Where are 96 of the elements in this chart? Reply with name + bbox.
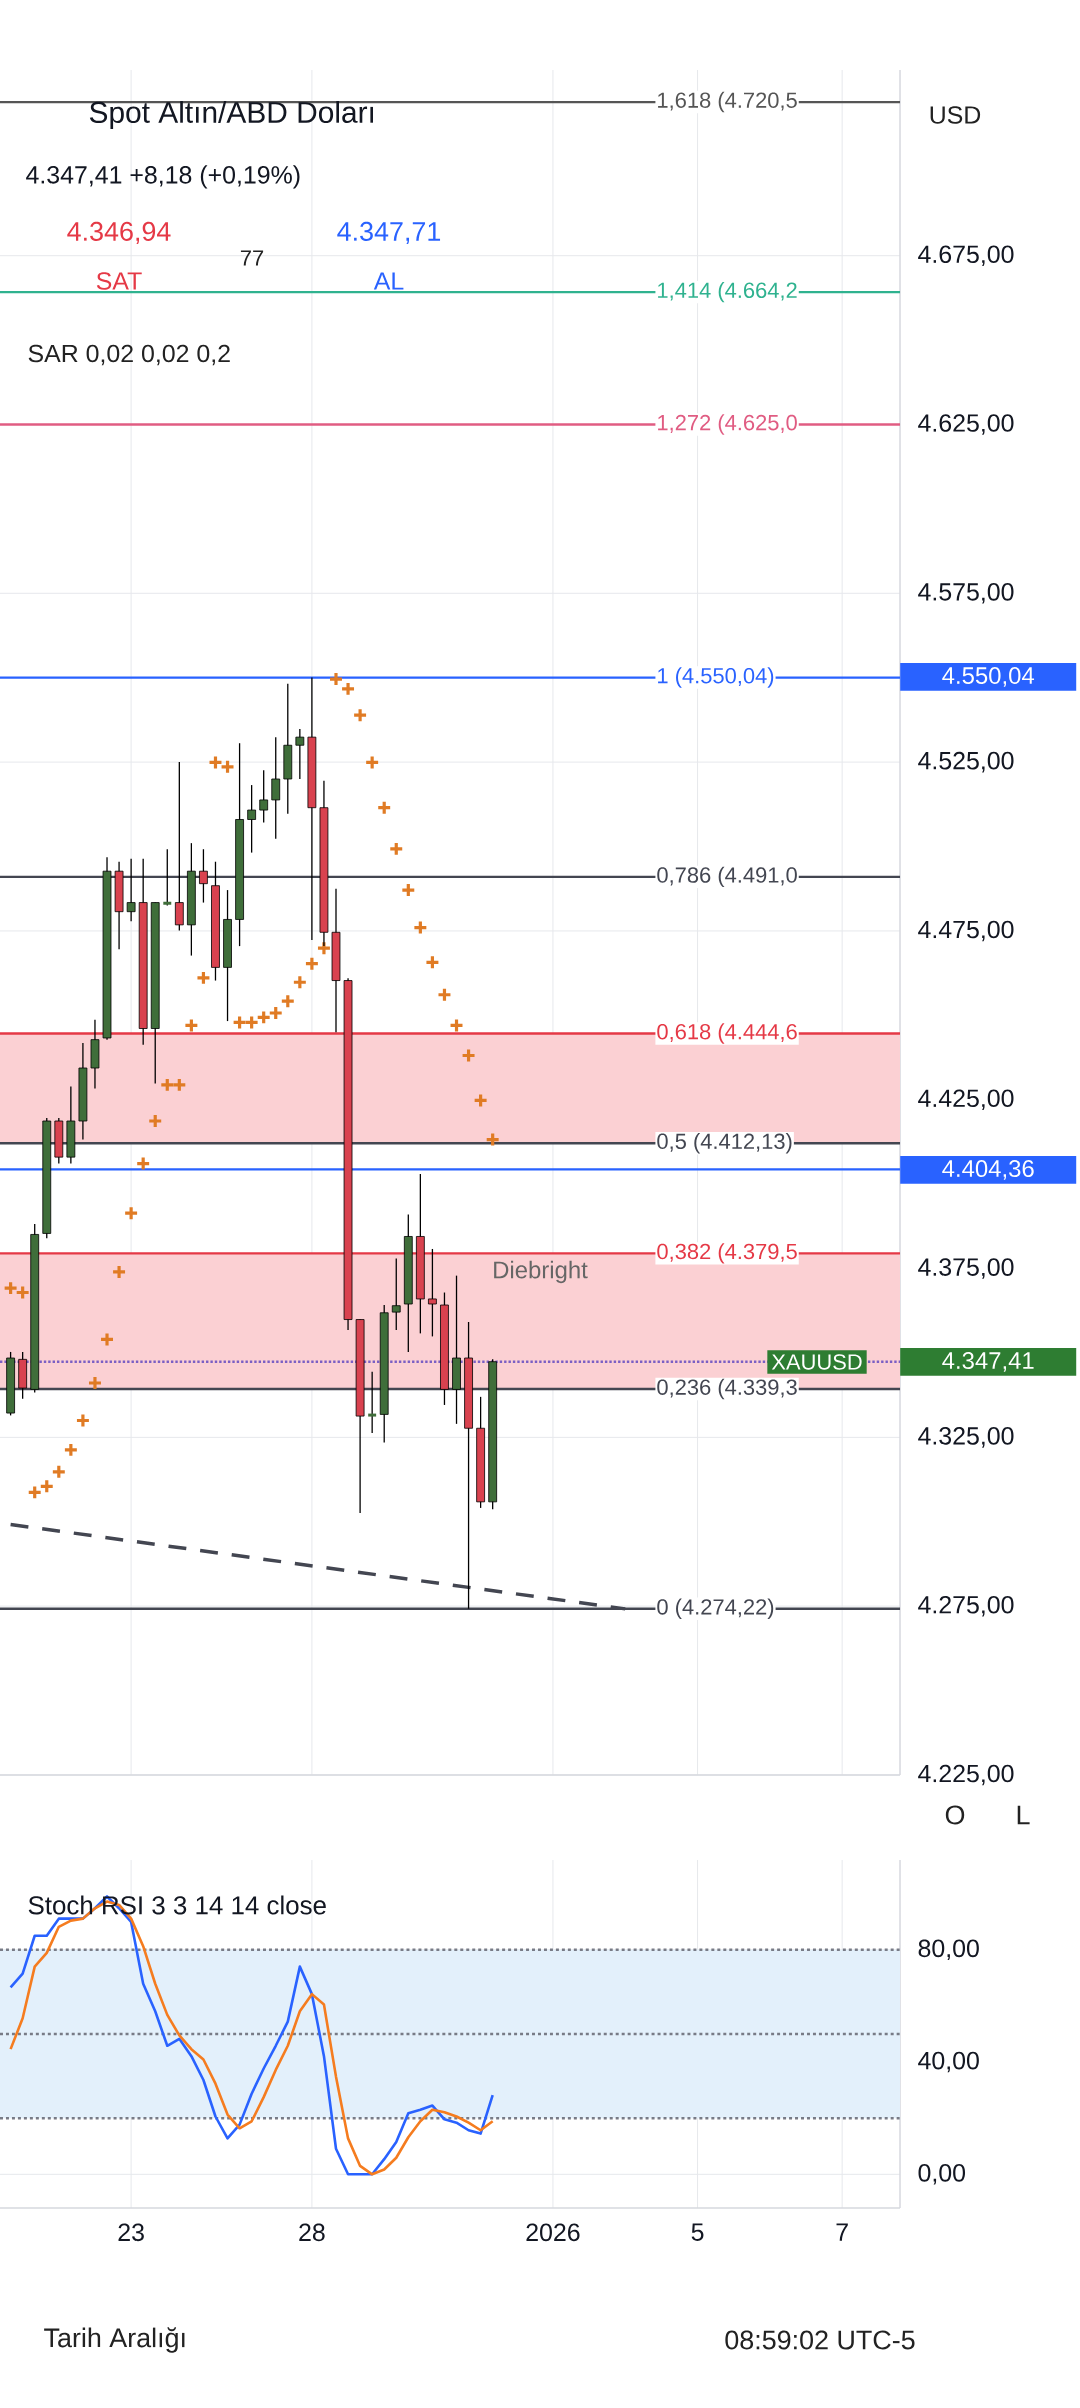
point [15, 1284, 31, 1301]
y-tick-label: 4.625,00 [918, 414, 1014, 435]
ref-line-label: 0,786 (4.491,0 [657, 866, 797, 888]
y-tick-label: 4.575,00 [918, 583, 1014, 604]
point [75, 1412, 91, 1429]
point [147, 1113, 163, 1129]
point [376, 800, 392, 816]
point [111, 1264, 127, 1280]
point [123, 1205, 139, 1221]
point [352, 707, 368, 723]
y-tick-label: 4.275,00 [918, 1595, 1014, 1617]
y-tick-label: 4.225,00 [918, 1764, 1014, 1786]
point [159, 1077, 175, 1093]
text: 4.347,41 +8,18 (+0,19%) [26, 165, 300, 189]
point [448, 1017, 465, 1034]
y-tick-label: 40,00 [918, 2051, 979, 2073]
point [364, 754, 380, 771]
point [256, 1009, 272, 1025]
candlestick [295, 728, 305, 780]
y-tick-label: 80,00 [918, 1939, 979, 1961]
text: 4.404,36 [942, 1160, 1034, 1180]
point [3, 1280, 19, 1296]
point [268, 1005, 284, 1021]
y-tick-label: 4.425,00 [918, 1089, 1014, 1111]
y-tick-label: 0,00 [918, 2164, 966, 2185]
point [436, 987, 453, 1003]
ref-line-label: 1,272 (4.625,0 [658, 414, 797, 435]
candlestick [271, 736, 281, 840]
point [388, 841, 404, 857]
point [27, 1484, 43, 1500]
point [304, 956, 320, 972]
candlestick [391, 1257, 401, 1331]
annotation: SAR 0,02 0,02 0,2 [28, 344, 230, 366]
ref-line-label: 1,414 (4.664,2 [658, 281, 797, 303]
ref-line-label: 1 (4.550,04) [658, 667, 774, 688]
text: USD [930, 106, 981, 124]
point [51, 1464, 67, 1480]
text: 08:59:02 UTC-5 [725, 2330, 915, 2350]
annotation: Diebright [494, 1260, 588, 1284]
point [87, 1375, 103, 1391]
text: L [1017, 1805, 1030, 1825]
y-tick-label: 4.375,00 [918, 1258, 1014, 1279]
point [171, 1077, 187, 1093]
x-tick-label: 23 [118, 2223, 144, 2242]
ref-line-label: 0,236 (4.339,3 [657, 1378, 797, 1400]
annotation: 4.346,94 [67, 221, 171, 245]
point [460, 1047, 477, 1064]
candlestick [161, 848, 173, 907]
ref-line-label: 0,382 (4.379,5 [657, 1243, 797, 1264]
x-tick-label: 28 [299, 2223, 325, 2242]
ref-line-label: 0,618 (4.444,6 [657, 1023, 797, 1044]
point [183, 1017, 199, 1034]
point [99, 1331, 115, 1348]
point [207, 754, 224, 771]
ref-line-label: 0,5 (4.412,13) [657, 1132, 792, 1154]
y-tick-label: 4.325,00 [918, 1427, 1014, 1448]
point [400, 882, 416, 898]
candlestick [199, 848, 208, 904]
point [244, 1014, 260, 1030]
text: O [945, 1805, 965, 1825]
y-tick-label: 4.475,00 [918, 920, 1014, 942]
ref-line-label: 0 (4.274,22) [657, 1598, 774, 1620]
point [63, 1442, 79, 1458]
candlestick [126, 858, 136, 922]
point [473, 1092, 489, 1108]
point [280, 993, 296, 1009]
y-tick-label: 4.525,00 [918, 751, 1014, 773]
annotation: XAUUSD [771, 1354, 862, 1370]
text: 4.550,04 [942, 667, 1035, 687]
candlestick [247, 784, 257, 854]
annotation: AL [373, 272, 404, 290]
y-tick-label: 4.675,00 [918, 245, 1014, 266]
point [39, 1478, 55, 1494]
x-tick-label: 2026 [526, 2223, 580, 2242]
ref-line-label: 1,618 (4.720,5 [658, 91, 797, 113]
point [195, 970, 212, 986]
point [219, 759, 236, 775]
point [424, 954, 440, 970]
text: 4.347,41 [942, 1352, 1034, 1372]
candlestick [174, 761, 184, 932]
candlestick [366, 1371, 378, 1434]
point [485, 1132, 501, 1148]
point [340, 681, 356, 697]
annotation: SAT [96, 272, 142, 290]
annotation: 77 [240, 250, 264, 266]
point [412, 919, 428, 936]
point [135, 1155, 151, 1172]
text: Spot Altın/ABD Doları [89, 101, 374, 129]
candlestick [259, 769, 269, 824]
point [292, 974, 308, 990]
point [328, 671, 344, 687]
annotation: 4.347,71 [337, 221, 441, 245]
text: Tarih Aralığı [44, 2327, 185, 2353]
x-tick-label: 5 [691, 2223, 704, 2241]
x-tick-label: 7 [836, 2223, 848, 2241]
point [232, 1014, 248, 1030]
